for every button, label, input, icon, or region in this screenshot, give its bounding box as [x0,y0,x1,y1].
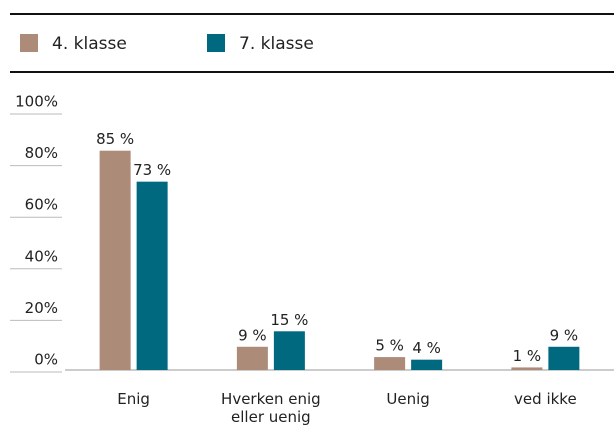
bar [374,357,406,370]
y-tick-label: 80% [25,144,58,162]
bar [236,346,268,370]
y-tick-label: 0% [34,351,58,369]
bar [99,150,131,370]
value-label: 15 % [270,311,308,329]
x-tick-label: ved ikke [514,390,577,408]
value-label: 85 % [96,130,134,148]
bar [411,359,443,370]
bar [511,367,543,370]
y-tick-label: 20% [25,299,58,317]
x-tick-label: Enig [117,390,150,408]
legend-label: 4. klasse [52,34,127,54]
bar [548,346,580,370]
legend-swatch [20,34,38,52]
x-tick-label: Uenig [386,390,430,408]
value-label: 9 % [550,326,579,344]
y-tick-label: 60% [25,196,58,214]
bar [136,181,168,370]
x-tick-label: Hverken enig eller uenig [221,390,321,426]
y-tick-label: 100% [15,93,58,111]
value-label: 5 % [375,337,404,355]
y-tick-label: 40% [25,247,58,265]
value-label: 9 % [238,326,267,344]
bar [273,331,305,370]
value-label: 4 % [412,339,441,357]
value-label: 73 % [133,161,171,179]
legend-swatch [207,34,225,52]
legend-label: 7. klasse [239,34,314,54]
value-label: 1 % [513,347,542,365]
